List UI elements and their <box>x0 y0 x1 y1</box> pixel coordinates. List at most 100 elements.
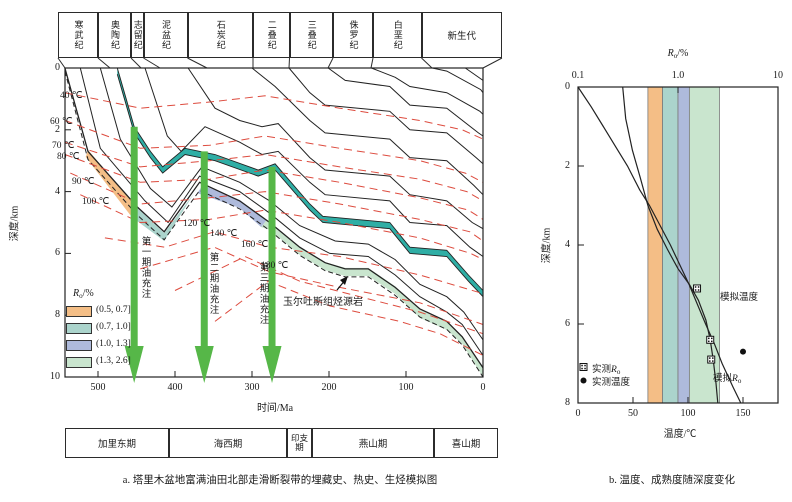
temp-tick: 150 <box>735 408 751 419</box>
oil-charge-label-3: 第三期油充注 <box>257 262 268 325</box>
depth-tick: 6 <box>55 247 60 258</box>
marker-dot <box>697 289 700 291</box>
header-connector <box>187 57 208 69</box>
legend-range: (0.5, 0.7] <box>96 305 131 315</box>
time-tick: 200 <box>321 382 337 393</box>
isotherm-curve <box>174 255 484 335</box>
time-axis-title: 时间/Ma <box>256 403 294 414</box>
marker-dot <box>584 367 586 370</box>
tectonic-stage-label: 印支期 <box>290 433 308 452</box>
isotherm-curve <box>104 231 484 295</box>
marker-dot <box>709 357 711 359</box>
geo-period-cell: 石炭纪 <box>187 12 253 58</box>
isotherm-label: 40 ℃ <box>60 91 83 101</box>
depth-tick-b: 8 <box>565 397 570 408</box>
depth-tick: 4 <box>55 186 60 197</box>
tectonic-stage-cell: 喜山期 <box>434 428 498 458</box>
depth-tick: 0 <box>55 62 60 73</box>
maturity-fill <box>130 183 202 241</box>
marker-dot <box>712 357 714 359</box>
reservoir-band-base <box>116 74 484 298</box>
sim-ro-curve-label: 模拟Ro <box>713 370 741 385</box>
legend-measured-temp: 实测温度 <box>592 378 631 388</box>
horizon-quaternary <box>465 67 484 81</box>
time-tick: 400 <box>167 382 183 393</box>
header-connector <box>288 57 290 69</box>
isotherm-curve <box>140 246 484 325</box>
horizon-permian <box>251 67 484 196</box>
legend-swatch-teal <box>66 323 92 334</box>
reservoir-band <box>117 68 484 297</box>
marker-dot <box>711 337 713 340</box>
marker-dot <box>581 367 583 370</box>
source-rock-pointer-head <box>340 276 348 285</box>
marker-dot <box>711 340 713 343</box>
isotherm-label: 180 ℃ <box>261 261 289 271</box>
plot-frame-a <box>64 67 484 378</box>
marker-dot <box>708 340 710 343</box>
oil-charge-arrow-head <box>194 346 214 383</box>
header-connector <box>327 57 334 69</box>
header-connector <box>57 57 66 69</box>
tectonic-stage-label: 喜山期 <box>451 440 481 450</box>
isotherm-label: 90 ℃ <box>72 177 95 187</box>
sim-ro-sub: o <box>737 377 742 385</box>
geo-period-label: 石炭纪 <box>215 20 226 50</box>
ro-title-sub: o <box>673 52 678 60</box>
oil-charge-label-1: 第一期油充注 <box>139 236 150 299</box>
geo-period-cell: 泥盆纪 <box>143 12 188 58</box>
tectonic-stage-cell: 燕山期 <box>312 428 434 458</box>
measured-ro-sub: o <box>616 368 621 376</box>
source-rock-label: 玉尔吐斯组烃源岩 <box>283 297 363 308</box>
caption-a: a. 塔里木盆地富满油田北部走滑断裂带的埋藏史、热史、生烃模拟图 <box>122 475 438 486</box>
header-connector <box>97 57 111 69</box>
geo-period-label: 寒武纪 <box>73 20 84 50</box>
marker-dot <box>694 286 697 288</box>
geo-period-label: 奥陶纪 <box>110 20 120 50</box>
legend-title-r: R <box>73 288 80 299</box>
marker-dot <box>584 364 586 367</box>
geo-period-label: 白垩纪 <box>392 20 403 50</box>
sim-ro-prefix: 模拟 <box>713 374 733 384</box>
legend-swatch-green <box>66 357 92 368</box>
time-tick: 300 <box>244 382 260 393</box>
marker-dot <box>697 286 700 288</box>
legend-title-suffix: /% <box>82 288 94 299</box>
header-connector <box>482 57 503 69</box>
oil-charge-arrow-head <box>262 346 282 383</box>
time-tick: 0 <box>480 382 486 393</box>
tectonic-stage-label: 海西期 <box>213 440 243 450</box>
legend-measured-ro: 实测Ro <box>592 361 620 376</box>
sim-temp-curve <box>577 86 742 404</box>
oil-charge-arrow-head <box>124 346 144 383</box>
depth-axis-title-b: 深度/km <box>541 227 553 264</box>
tectonic-stage-cell: 印支期 <box>287 428 312 458</box>
horizon-lower-cambrian <box>79 67 484 356</box>
temp-tick: 100 <box>680 408 696 419</box>
legend-temp-marker <box>580 377 587 384</box>
horizon-paleogene <box>432 67 484 93</box>
legend-range: (0.7, 1.0] <box>96 322 131 332</box>
horizon-silurian <box>144 67 484 257</box>
source-rock-base <box>64 70 484 378</box>
geo-period-cell: 寒武纪 <box>58 12 98 58</box>
maturity-fill <box>261 220 483 377</box>
geo-period-label: 二叠纪 <box>266 20 277 50</box>
depth-tick-b: 4 <box>565 239 570 250</box>
horizon-mid-cambrian <box>99 67 484 341</box>
isotherm-curve <box>64 92 484 140</box>
marker-dot <box>581 364 583 367</box>
geo-period-cell: 新生代 <box>421 12 502 58</box>
header-connector <box>421 57 433 69</box>
marker-dot <box>694 289 697 291</box>
depth-tick-b: 6 <box>565 318 570 329</box>
geo-period-cell: 志留纪 <box>131 12 144 58</box>
measured-ro-r: R <box>611 365 617 375</box>
panel-a-plot <box>57 57 503 383</box>
legend-range: (1.3, 2.6] <box>96 356 131 366</box>
isotherm-label: 120 ℃ <box>183 219 211 229</box>
geo-period-cell: 二叠纪 <box>253 12 290 58</box>
measured-ro-marker <box>706 335 715 344</box>
maturity-fill <box>85 149 138 216</box>
depth-tick: 2 <box>55 124 60 135</box>
